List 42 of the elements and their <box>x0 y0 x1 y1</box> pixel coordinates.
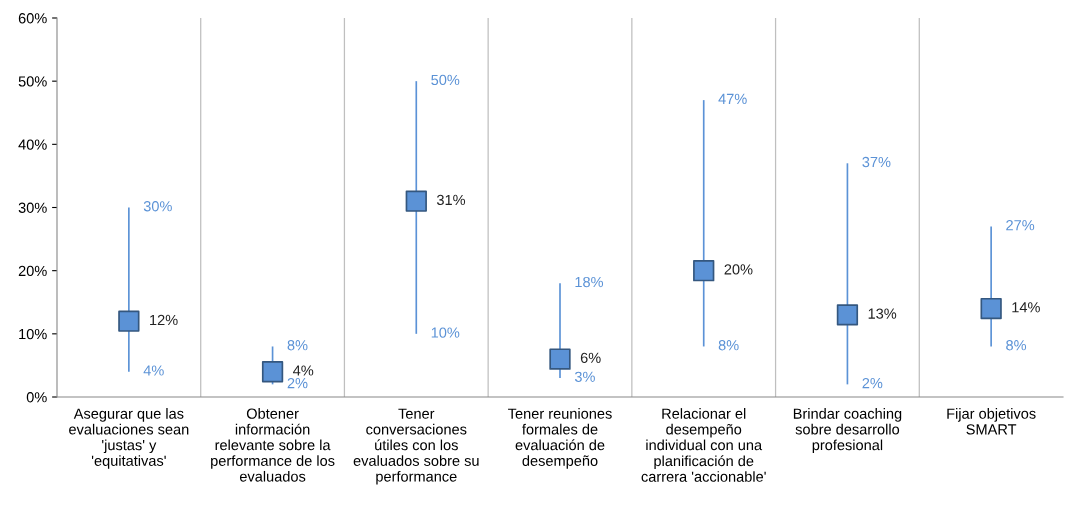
annotation: 8% <box>287 340 308 351</box>
y-tick-label: 40% <box>18 139 47 150</box>
x-tick-label: Fijar objetivos SMART <box>947 408 1036 435</box>
data-label: 6% <box>580 352 601 364</box>
data-label: 12% <box>150 314 178 326</box>
point <box>836 304 859 326</box>
annotation: 2% <box>862 377 883 389</box>
annotation: 50% <box>431 74 460 86</box>
point <box>549 348 571 370</box>
annotation: 2% <box>287 377 308 389</box>
data-label: 4% <box>293 365 314 376</box>
y-tick-label: 10% <box>19 328 47 340</box>
annotation: 8% <box>1006 340 1027 351</box>
x-tick-label: Tener reuniones formales de evaluación de desempeño <box>508 408 612 469</box>
x-tick-label: Asegurar que las evaluaciones sean 'justas' y 'equitativas' <box>69 408 189 469</box>
x-tick-label: Obtener información relevante sobre la performance de los evaluados <box>211 408 335 482</box>
x-tick-label: Tener conversaciones útiles con los evaluados sobre su performance <box>353 408 479 485</box>
annotation: 37% <box>862 156 891 168</box>
annotation: 10% <box>431 327 460 338</box>
annotation: 4% <box>143 365 164 376</box>
y-tick-label: 0% <box>26 392 47 403</box>
point <box>405 190 427 212</box>
y-tick-label: 60% <box>18 13 47 24</box>
point <box>118 310 140 332</box>
data-label: 13% <box>868 308 897 319</box>
data-label: 20% <box>724 264 753 275</box>
y-tick-label: 30% <box>18 202 47 213</box>
y-tick-label: 50% <box>18 76 47 87</box>
x-tick-label: Relacionar el desempeño individual con una planificación de carrera 'accionable' <box>641 408 766 482</box>
annotation: 47% <box>718 93 747 104</box>
x-tick-label: Brindar coaching sobre desarrollo profesional <box>793 408 902 454</box>
point <box>693 260 715 282</box>
annotation: 27% <box>1006 220 1035 231</box>
annotation: 3% <box>574 371 595 382</box>
y-tick-label: 20% <box>18 265 47 277</box>
annotation: 8% <box>718 340 739 351</box>
annotation: 30% <box>143 201 172 212</box>
point <box>980 297 1002 320</box>
annotation: 18% <box>575 276 604 288</box>
data-label: 31% <box>436 194 466 206</box>
data-label: 14% <box>1012 302 1040 313</box>
point <box>261 361 284 383</box>
